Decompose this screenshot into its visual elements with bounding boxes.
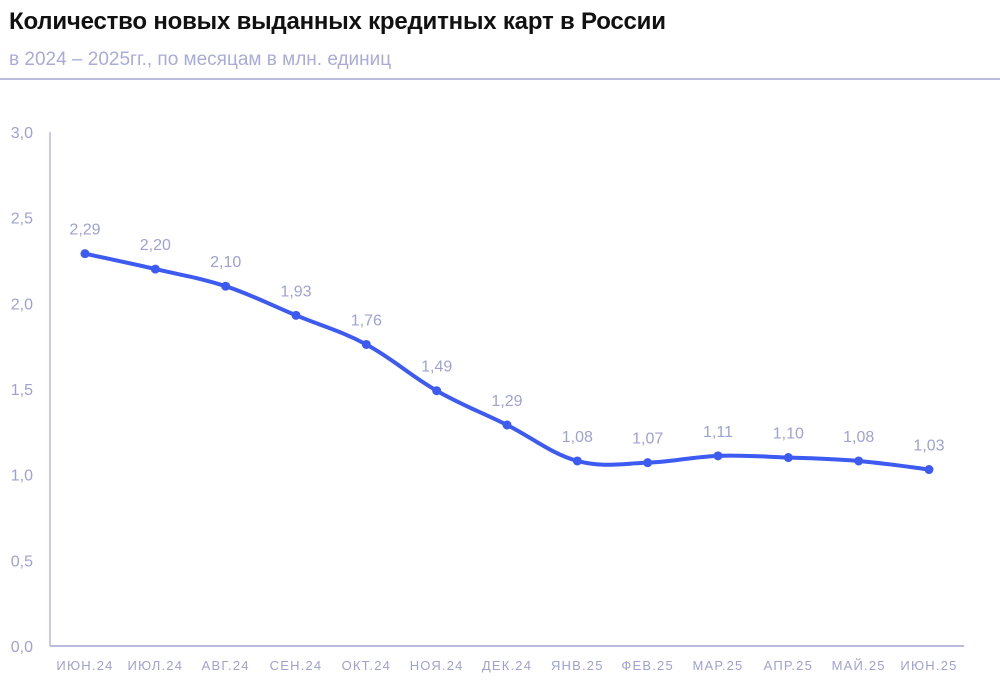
y-axis: 0,0 0,5 1,0 1,5 2,0 2,5 3,0: [11, 125, 51, 656]
y-tick-label: 0,0: [11, 639, 33, 656]
data-point: [713, 451, 723, 461]
y-tick-label: 2,5: [11, 211, 33, 228]
x-tick-label: МАР.25: [693, 658, 744, 673]
chart-title: Количество новых выданных кредитных карт…: [9, 8, 666, 35]
x-tick-label: ИЮЛ.24: [127, 658, 183, 673]
data-point: [291, 310, 301, 320]
data-label: 1,03: [913, 438, 944, 455]
chart-subtitle: в 2024 – 2025гг., по месяцам в млн. един…: [9, 49, 392, 70]
x-tick-label: СЕН.24: [270, 658, 323, 673]
y-tick-label: 2,0: [11, 296, 33, 313]
x-axis: ИЮН.24 ИЮЛ.24 АВГ.24 СЕН.24 ОКТ.24 НОЯ.24 ДЕК.…: [50, 645, 964, 673]
data-point: [924, 465, 934, 475]
data-label: 1,29: [491, 393, 522, 410]
data-point: [572, 456, 582, 466]
data-label: 1,10: [773, 426, 804, 443]
x-tick-label: ИЮН.25: [900, 658, 957, 673]
data-label: 1,93: [280, 283, 311, 300]
data-point: [432, 386, 442, 396]
data-point: [854, 456, 864, 466]
x-tick-label: НОЯ.24: [410, 658, 464, 673]
x-tick-label: АВГ.24: [202, 658, 250, 673]
data-point: [80, 249, 90, 259]
data-label: 1,08: [843, 429, 874, 446]
data-label: 2,20: [140, 237, 171, 254]
data-label: 2,10: [210, 254, 241, 271]
header-divider: [0, 78, 1000, 80]
data-label: 1,07: [632, 431, 663, 448]
y-tick-label: 0,5: [11, 553, 33, 570]
data-labels: 2,29 2,20 2,10 1,93 1,76 1,49 1,29 1,08 1,07 1,11…: [69, 222, 944, 455]
data-label: 2,29: [69, 222, 100, 239]
x-tick-label: ИЮН.24: [56, 658, 113, 673]
data-point: [502, 420, 512, 430]
data-point: [221, 281, 231, 291]
x-tick-label: ОКТ.24: [342, 658, 391, 673]
data-point: [150, 264, 160, 274]
y-tick-label: 1,5: [11, 382, 33, 399]
data-point: [361, 339, 371, 349]
y-tick-label: 3,0: [11, 125, 33, 142]
x-tick-label: ФЕВ.25: [621, 658, 674, 673]
data-points: [80, 249, 934, 475]
data-label: 1,49: [421, 359, 452, 376]
x-tick-label: ДЕК.24: [482, 658, 532, 673]
data-label: 1,11: [703, 424, 733, 441]
x-tick-label: ЯНВ.25: [551, 658, 604, 673]
data-label: 1,76: [351, 312, 382, 329]
y-tick-label: 1,0: [11, 468, 33, 485]
x-tick-label: МАЙ.25: [832, 658, 886, 673]
data-point: [783, 453, 793, 463]
data-point: [643, 458, 653, 468]
x-tick-label: АПР.25: [764, 658, 813, 673]
data-label: 1,08: [562, 429, 593, 446]
